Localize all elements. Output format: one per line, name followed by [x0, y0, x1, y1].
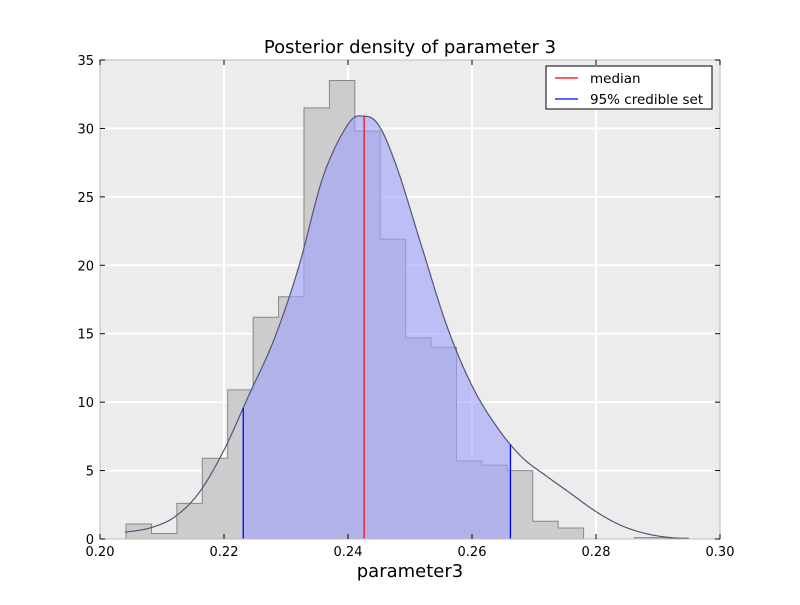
x-tick-label: 0.20 [86, 545, 115, 560]
y-tick-label: 0 [86, 533, 94, 548]
histogram-bar [176, 503, 203, 539]
marker-lines [242, 116, 512, 539]
x-tick-label: 0.24 [334, 545, 363, 560]
density-curve [124, 115, 690, 539]
credible-set-area [243, 115, 511, 539]
legend-box [545, 65, 713, 110]
histogram-bar [532, 521, 559, 539]
histogram-bar [126, 523, 152, 539]
x-tick-label: 0.30 [706, 545, 735, 560]
y-tick-label: 15 [77, 328, 94, 343]
histogram-bar [151, 533, 177, 539]
y-tick-label: 10 [77, 396, 94, 411]
y-tick-label: 20 [77, 259, 94, 274]
y-axis-ticks: 0 5 10 15 20 25 30 35 [77, 54, 720, 548]
x-axis-label: parameter3 [357, 561, 463, 582]
x-tick-label: 0.28 [582, 545, 611, 560]
x-tick-label: 0.22 [210, 545, 239, 560]
histogram-bar [202, 458, 228, 539]
y-tick-label: 5 [86, 465, 94, 480]
y-tick-label: 30 [77, 122, 94, 137]
histogram-bar [507, 470, 533, 539]
histogram-bar [634, 537, 660, 539]
y-tick-label: 35 [77, 54, 94, 69]
x-axis-ticks: 0.20 0.22 0.24 0.26 0.28 0.30 [86, 60, 735, 560]
legend: median 95% credible set [545, 65, 713, 110]
credible-set-fill [243, 115, 511, 539]
plot-frame [99, 59, 721, 540]
y-tick-label: 25 [77, 191, 94, 206]
chart-title: Posterior density of parameter 3 [264, 37, 556, 58]
legend-label-credible-set: 95% credible set [590, 92, 703, 108]
legend-label-median: median [590, 71, 641, 87]
histogram-bar [558, 528, 584, 539]
kde-curve [124, 115, 690, 539]
x-tick-label: 0.26 [458, 545, 487, 560]
